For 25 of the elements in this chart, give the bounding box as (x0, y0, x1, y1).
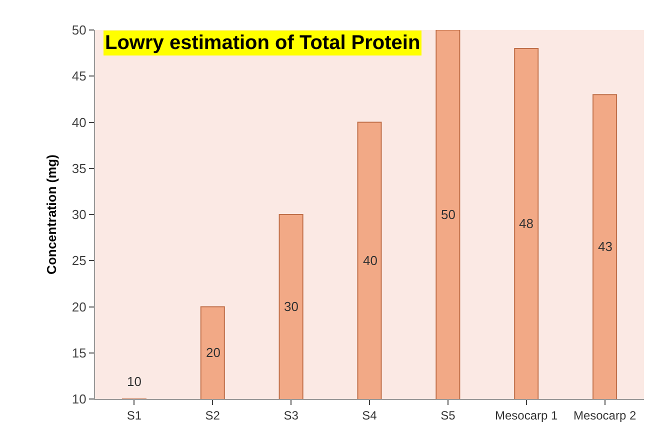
y-tick-label: 50 (72, 22, 86, 38)
data-label: 30 (284, 299, 298, 314)
y-tick-label: 30 (72, 207, 86, 222)
data-label: 43 (598, 239, 612, 254)
data-label: 40 (363, 253, 378, 268)
y-tick-label: 10 (72, 392, 86, 407)
y-tick-label: 25 (72, 253, 86, 268)
x-tick-label: S4 (362, 408, 378, 422)
data-label: 48 (519, 216, 534, 231)
y-axis-title: Concentration (mg) (44, 154, 59, 274)
y-tick-label: 15 (72, 345, 86, 360)
x-tick-label: Mesocarp 2 (573, 408, 636, 422)
y-tick-label: 20 (72, 299, 86, 314)
chart-title: Lowry estimation of Total Protein (105, 32, 420, 54)
data-label: 10 (127, 374, 142, 389)
x-tick-label: S5 (440, 408, 456, 422)
x-tick-label: S1 (126, 408, 142, 422)
x-tick-label: S3 (284, 408, 299, 422)
x-tick-label: Mesocarp 1 (495, 408, 558, 422)
data-label: 50 (441, 207, 456, 222)
y-tick-label: 35 (72, 160, 86, 176)
y-tick-label: 40 (72, 114, 86, 130)
y-tick-label: 45 (72, 68, 86, 84)
data-label: 20 (206, 345, 220, 360)
x-tick-label: S2 (205, 408, 220, 422)
